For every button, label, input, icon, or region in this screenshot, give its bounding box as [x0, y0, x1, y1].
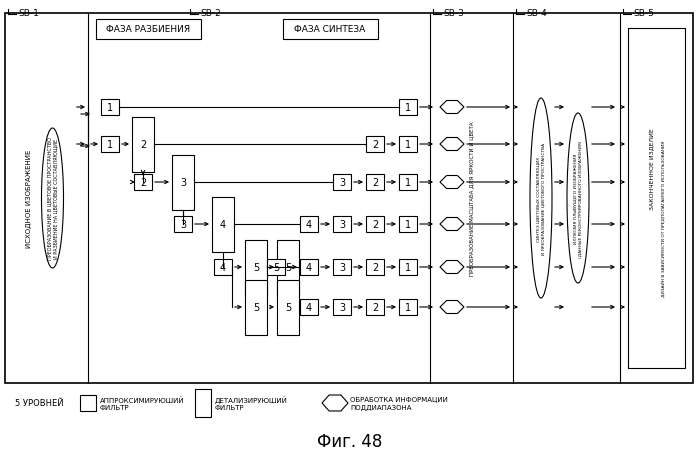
Text: 3: 3 — [339, 178, 345, 188]
Polygon shape — [440, 176, 464, 189]
Polygon shape — [440, 101, 464, 114]
Text: 3: 3 — [180, 220, 186, 230]
Text: 3: 3 — [339, 302, 345, 312]
Bar — [300, 216, 318, 232]
Text: 3: 3 — [180, 178, 186, 188]
Bar — [212, 197, 234, 252]
Polygon shape — [440, 218, 464, 231]
Ellipse shape — [41, 129, 64, 268]
Text: 1: 1 — [405, 220, 411, 230]
Polygon shape — [440, 301, 464, 314]
Text: ПРЕОБРАЗОВАНИЕ В ЦВЕТОВОЕ ПРОСТРАНСТВО
И РАЗБИЕНИЕ НА ЦВЕТОВЫЕ СОСТАВЛЯЮЩИЕ: ПРЕОБРАЗОВАНИЕ В ЦВЕТОВОЕ ПРОСТРАНСТВО И… — [47, 137, 58, 260]
Text: 4: 4 — [306, 220, 312, 230]
Text: SB-5: SB-5 — [633, 9, 654, 18]
Text: ОБРАБОТКА ИНФОРМАЦИИ
ПОДДИАПАЗОНА: ОБРАБОТКА ИНФОРМАЦИИ ПОДДИАПАЗОНА — [350, 396, 448, 410]
Text: ФАЗА РАЗБИЕНИЯ: ФАЗА РАЗБИЕНИЯ — [106, 25, 190, 34]
Polygon shape — [440, 261, 464, 274]
Bar — [134, 175, 152, 191]
Text: АППРОКСИМИРУЮШИЙ
ФИЛЬТР: АППРОКСИМИРУЮШИЙ ФИЛЬТР — [100, 396, 185, 410]
Bar — [399, 216, 417, 232]
Bar — [366, 175, 384, 191]
Text: 2: 2 — [372, 262, 378, 272]
Text: SB-3: SB-3 — [443, 9, 464, 18]
Bar — [366, 216, 384, 232]
Bar — [195, 389, 211, 417]
Text: 1: 1 — [107, 140, 113, 150]
Bar — [267, 259, 285, 276]
Bar — [333, 175, 351, 191]
Bar — [300, 299, 318, 315]
Bar — [333, 216, 351, 232]
Polygon shape — [322, 395, 348, 411]
Text: 3: 3 — [339, 262, 345, 272]
Text: 5 УРОВНЕЙ: 5 УРОВНЕЙ — [15, 399, 64, 408]
Bar — [80, 395, 96, 411]
Bar — [300, 259, 318, 276]
Text: 5: 5 — [273, 262, 279, 272]
Bar — [277, 240, 299, 295]
Text: 4: 4 — [220, 262, 226, 272]
Bar — [366, 299, 384, 315]
Text: 4: 4 — [306, 262, 312, 272]
Bar — [333, 259, 351, 276]
Bar — [132, 117, 154, 172]
Bar — [366, 259, 384, 276]
Text: ИЛЛЮЗИЯ ПЛЫВУЩЕГО ИЗОБРАЖЕНИЯ
(ДАННЫЕ РЕКОНСТРУИРОВАННОГО ИЗОБРАЖЕНИЯ): ИЛЛЮЗИЯ ПЛЫВУЩЕГО ИЗОБРАЖЕНИЯ (ДАННЫЕ РЕ… — [574, 140, 582, 257]
Bar — [96, 20, 201, 40]
Text: ДЕТАЛИЗИРУЮШИЙ
ФИЛЬТР: ДЕТАЛИЗИРУЮШИЙ ФИЛЬТР — [215, 396, 288, 410]
Bar — [214, 259, 232, 276]
Text: 1: 1 — [405, 262, 411, 272]
Text: 1: 1 — [405, 178, 411, 188]
Text: 5: 5 — [253, 302, 259, 312]
Text: 2: 2 — [372, 140, 378, 150]
Text: SB-1: SB-1 — [18, 9, 39, 18]
Text: 5: 5 — [285, 262, 291, 272]
Text: 5: 5 — [253, 262, 259, 272]
Bar — [399, 100, 417, 116]
Text: ИСХОДНОЕ ИЗОБРАЖЕНИЕ: ИСХОДНОЕ ИЗОБРАЖЕНИЕ — [25, 149, 31, 248]
Bar — [101, 137, 119, 152]
Text: 2: 2 — [372, 178, 378, 188]
Bar — [628, 29, 685, 368]
Bar — [277, 280, 299, 335]
Bar — [172, 155, 194, 210]
Polygon shape — [440, 138, 464, 151]
Text: Фиг. 48: Фиг. 48 — [317, 432, 382, 450]
Bar — [399, 259, 417, 276]
Bar — [399, 137, 417, 152]
Bar — [399, 299, 417, 315]
Ellipse shape — [530, 99, 552, 299]
Bar — [399, 175, 417, 191]
Text: СИНТЕЗ ЦВЕТОВЫХ СОСТАВЛЯЮЩИХ
И ПРЕОБРАЗОВАНИЕ ЦВЕТОВОГО ПРОСТРАНСТВА: СИНТЕЗ ЦВЕТОВЫХ СОСТАВЛЯЮЩИХ И ПРЕОБРАЗО… — [537, 143, 545, 254]
Bar — [245, 240, 267, 295]
Text: 5: 5 — [285, 302, 291, 312]
Text: 2: 2 — [140, 140, 146, 150]
Text: 1: 1 — [405, 103, 411, 113]
Ellipse shape — [567, 114, 589, 283]
Text: ФАЗА СИНТЕЗА: ФАЗА СИНТЕЗА — [294, 25, 366, 34]
Text: SB-4: SB-4 — [526, 9, 547, 18]
Bar — [245, 280, 267, 335]
Text: 3: 3 — [339, 220, 345, 230]
Bar — [366, 137, 384, 152]
Text: ПРЕОБРАЗОВАНИЕ МАСШТАБА ДЛЯ ЯРКОСТИ И ЦВЕТА: ПРЕОБРАЗОВАНИЕ МАСШТАБА ДЛЯ ЯРКОСТИ И ЦВ… — [469, 121, 474, 276]
Text: ДИЗАЙН В ЗАВИСИМОСТИ ОТ ПРЕДПОЛАГАЕМОГО ИСПОЛЬЗОВАНИЯ: ДИЗАЙН В ЗАВИСИМОСТИ ОТ ПРЕДПОЛАГАЕМОГО … — [663, 141, 667, 296]
Bar — [5, 14, 693, 383]
Text: 4: 4 — [306, 302, 312, 312]
Bar — [101, 100, 119, 116]
Text: 2: 2 — [140, 178, 146, 188]
Text: 1: 1 — [405, 302, 411, 312]
Text: SB-2: SB-2 — [200, 9, 221, 18]
Text: 4: 4 — [220, 220, 226, 230]
Bar — [333, 299, 351, 315]
Text: 2: 2 — [372, 220, 378, 230]
Bar — [174, 216, 192, 232]
Text: 1: 1 — [107, 103, 113, 113]
Bar — [283, 20, 378, 40]
Text: 2: 2 — [372, 302, 378, 312]
Text: ЗАКОНЧЕННОЕ ИЗДЕЛИЕ: ЗАКОНЧЕННОЕ ИЗДЕЛИЕ — [649, 128, 654, 209]
Text: 1: 1 — [405, 140, 411, 150]
